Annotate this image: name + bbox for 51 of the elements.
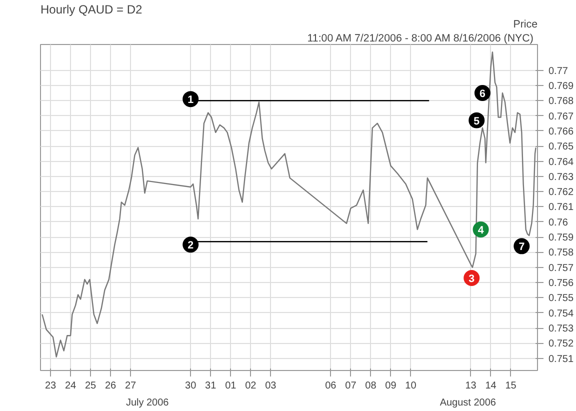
x-tick-label: 06 (325, 380, 337, 392)
x-tick-label: 02 (245, 380, 257, 392)
y-tick-label: 0.765 (548, 142, 574, 153)
line-series (42, 51, 536, 358)
x-tick-label: 08 (365, 380, 377, 392)
y-axis-title: Price (513, 18, 538, 30)
y-tick-label: 0.752 (548, 338, 574, 350)
text: July 2006 (126, 398, 170, 408)
x-tick-label: 30 (185, 380, 197, 392)
y-tick-label: 0.766 (548, 126, 574, 138)
x-tick-label: 24 (64, 380, 77, 392)
x-tick-label: 03 (265, 380, 277, 392)
x-tick-label: 13 (465, 380, 477, 392)
y-tick-label: 0.764 (548, 156, 574, 168)
y-tick-label: 0.769 (548, 80, 574, 92)
y-tick-label: 0.76 (548, 217, 568, 228)
x-tick-label: 31 (205, 380, 217, 392)
y-tick-label: 0.751 (548, 354, 574, 365)
annotation: 2 (188, 240, 194, 252)
annotation: 3 (468, 273, 475, 286)
x-tick-label: 23 (44, 380, 57, 392)
text: August 2006 (440, 398, 496, 408)
x-tick-label: 14 (485, 380, 497, 392)
y-tick-label: 0.767 (548, 111, 574, 122)
x-tick-label: 25 (84, 380, 97, 392)
annotation: 6 (480, 88, 486, 100)
annotation: 4 (478, 224, 484, 236)
chart-subtitle: 11:00 AM 7/21/2006 - 8:00 AM 8/16/2006 (NYC) (307, 32, 534, 44)
y-tick-label: 0.759 (548, 232, 574, 244)
annotation: 1 (188, 94, 194, 106)
x-tick-label: 09 (385, 380, 397, 392)
y-tick-label: 0.77 (548, 66, 568, 77)
x-tick-label: 15 (505, 380, 517, 392)
y-tick-label: 0.758 (548, 248, 574, 259)
y-tick-label: 0.756 (548, 278, 574, 290)
annotation: 7 (518, 241, 525, 254)
y-tick-label: 0.755 (548, 293, 574, 304)
y-tick-label: 0.763 (548, 172, 574, 183)
x-tick-label: 10 (405, 380, 417, 392)
chart-title: Hourly QAUD = D2 (40, 2, 143, 16)
y-tick-label: 0.757 (548, 262, 574, 274)
x-tick-label: 27 (125, 380, 137, 392)
y-tick-label: 0.753 (548, 324, 574, 335)
y-tick-label: 0.762 (548, 187, 574, 198)
y-tick-label: 0.761 (548, 202, 574, 214)
x-tick-label: 01 (225, 380, 237, 392)
x-tick-label: 26 (104, 380, 117, 392)
y-tick-label: 0.754 (548, 308, 574, 320)
annotation: 5 (474, 115, 480, 128)
y-tick-label: 0.768 (548, 96, 574, 108)
x-tick-label: 07 (345, 380, 357, 392)
